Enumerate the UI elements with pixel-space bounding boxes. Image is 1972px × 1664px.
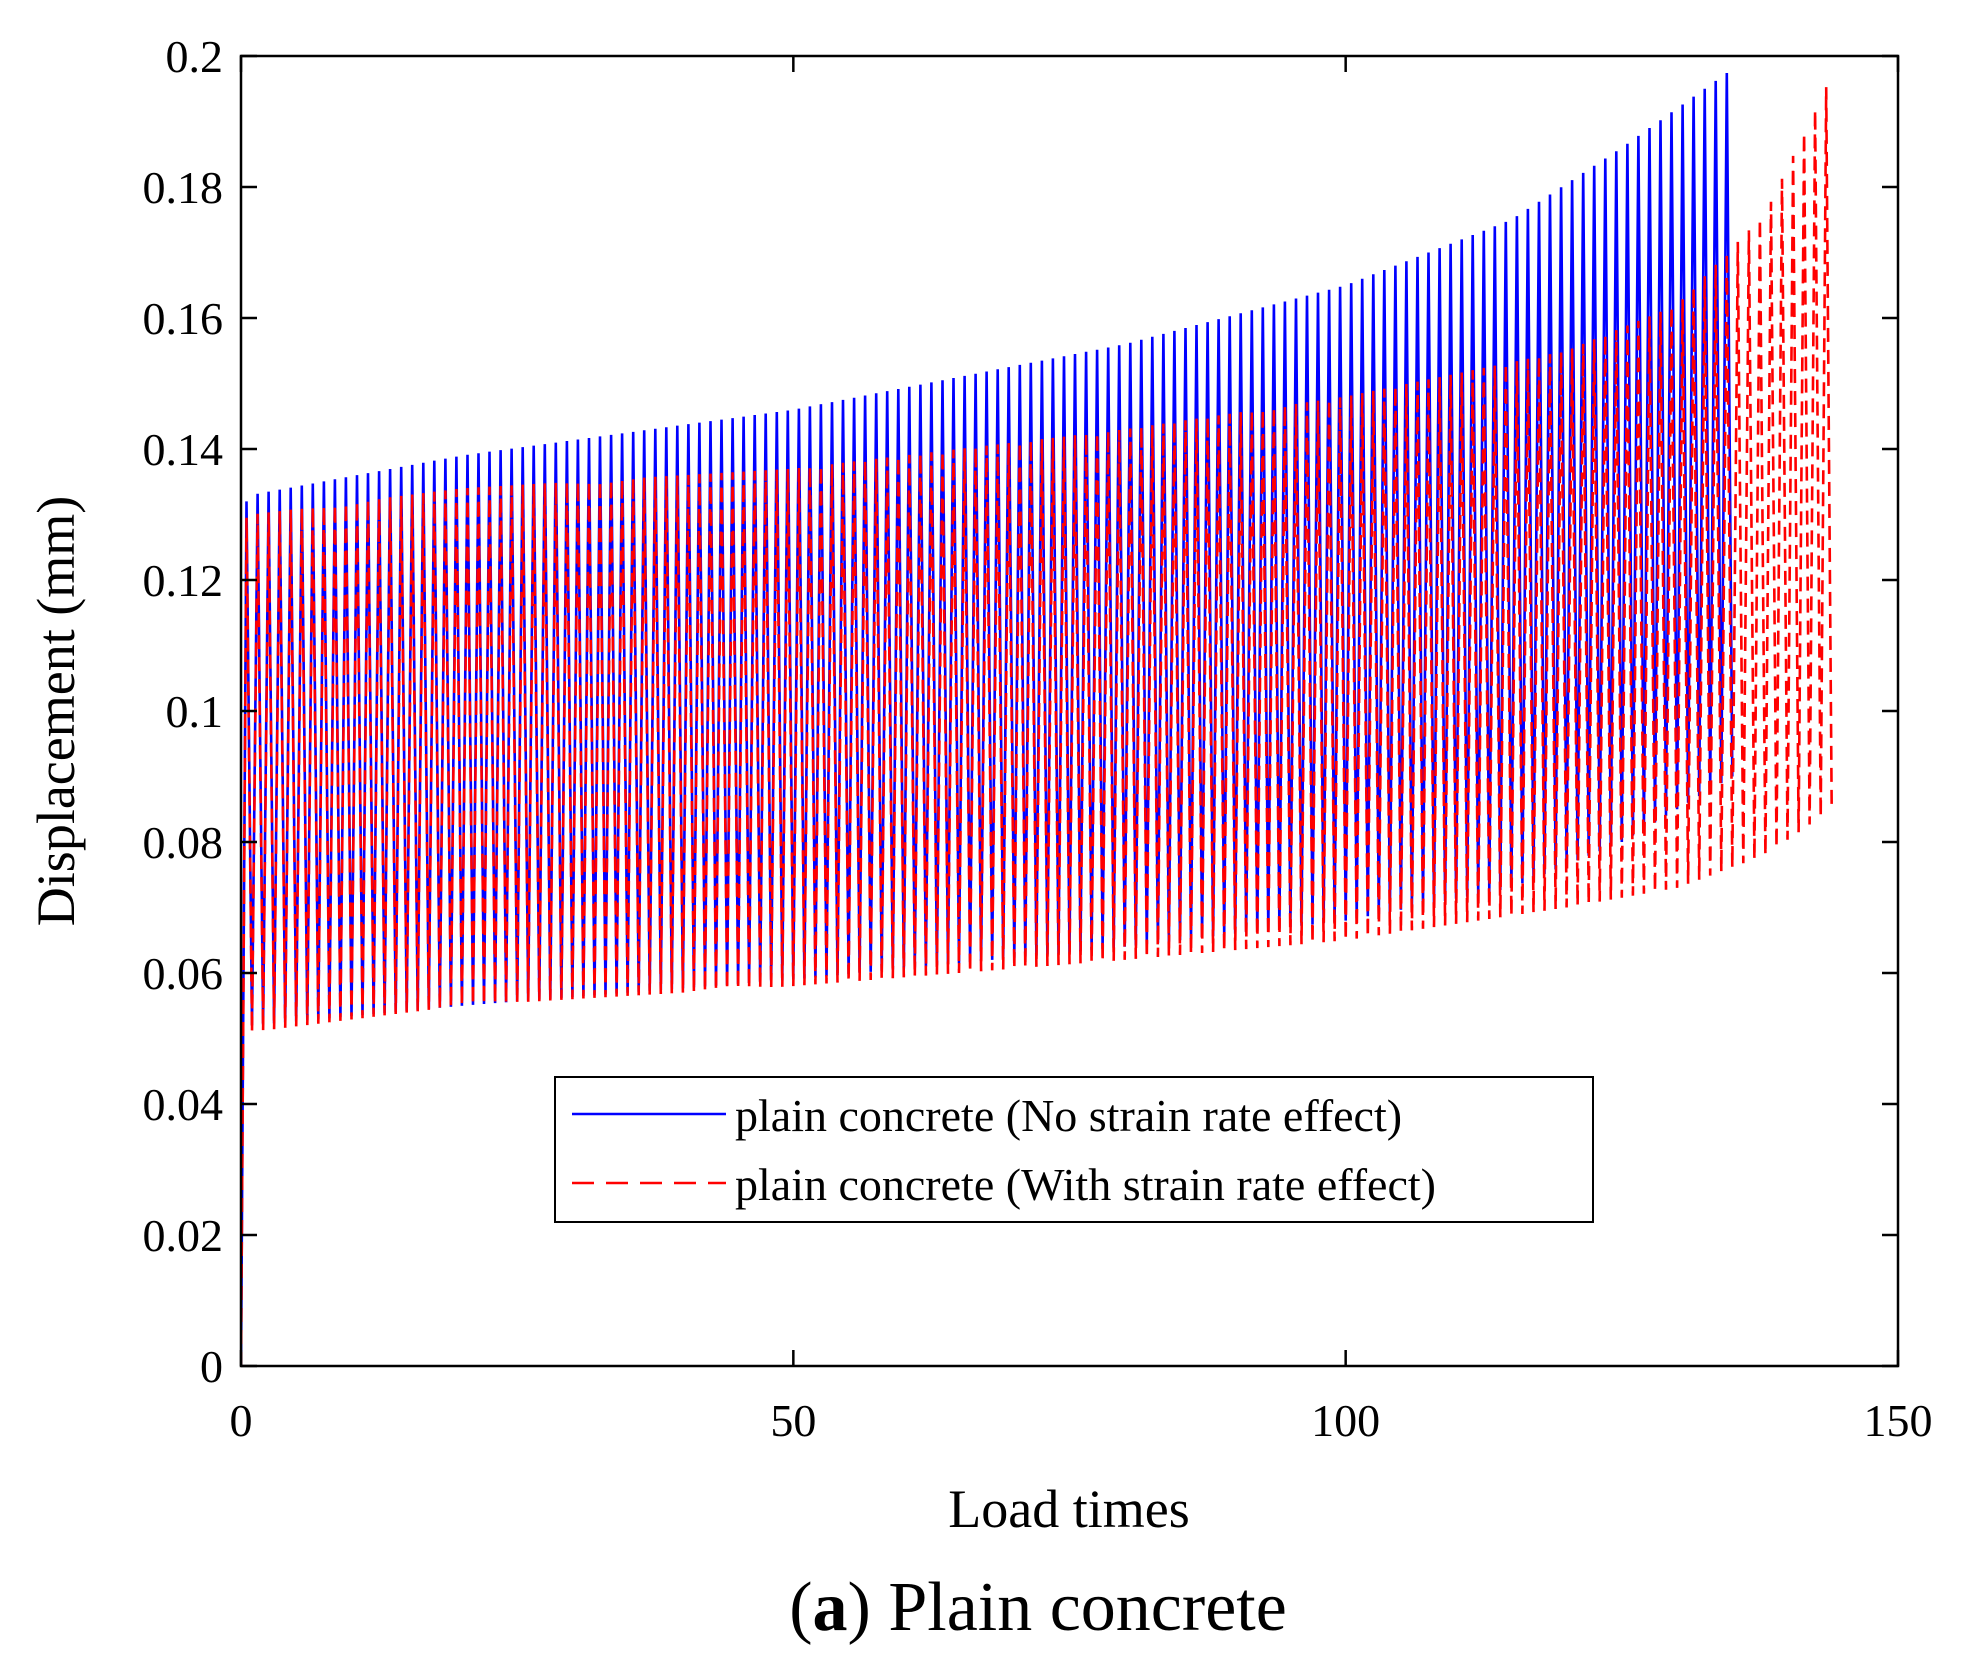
tick-labels: 0 50 100 150 0 0.02 0.04 0.06 0.08 0.1 0.12 0.14 0.1… <box>143 31 1933 1446</box>
y-tick-label: 0.1 <box>166 686 224 737</box>
x-axis-label: Load times <box>948 1479 1189 1539</box>
y-tick-label: 0.14 <box>143 424 224 475</box>
legend-label-no-strain-rate: plain concrete (No strain rate effect) <box>735 1090 1402 1141</box>
x-tick-label: 100 <box>1311 1395 1380 1446</box>
y-tick-label: 0.16 <box>143 293 224 344</box>
y-axis-label: Displacement (mm) <box>26 496 86 926</box>
caption-letter: a <box>813 1569 848 1646</box>
y-tick-label: 0.02 <box>143 1210 224 1261</box>
legend-label-with-strain-rate: plain concrete (With strain rate effect) <box>735 1159 1436 1210</box>
series-layer <box>241 72 1833 1366</box>
y-tick-label: 0 <box>200 1341 223 1392</box>
x-tick-label: 150 <box>1864 1395 1933 1446</box>
series-line-1 <box>241 87 1833 1366</box>
figure-caption: (a) Plain concrete <box>789 1569 1287 1646</box>
legend: plain concrete (No strain rate effect) p… <box>554 1076 1594 1223</box>
legend-box <box>554 1076 1594 1223</box>
y-tick-label: 0.06 <box>143 948 224 999</box>
y-tick-label: 0.18 <box>143 162 224 213</box>
x-tick-label: 0 <box>230 1395 253 1446</box>
y-tick-label: 0.08 <box>143 817 224 868</box>
series-line-0 <box>241 72 1734 1366</box>
y-tick-label: 0.12 <box>143 555 224 606</box>
y-tick-label: 0.04 <box>143 1079 224 1130</box>
plot-frame <box>239 54 1900 1368</box>
y-tick-label: 0.2 <box>166 31 224 82</box>
x-tick-label: 50 <box>770 1395 816 1446</box>
caption-text: Plain concrete <box>871 1569 1287 1646</box>
